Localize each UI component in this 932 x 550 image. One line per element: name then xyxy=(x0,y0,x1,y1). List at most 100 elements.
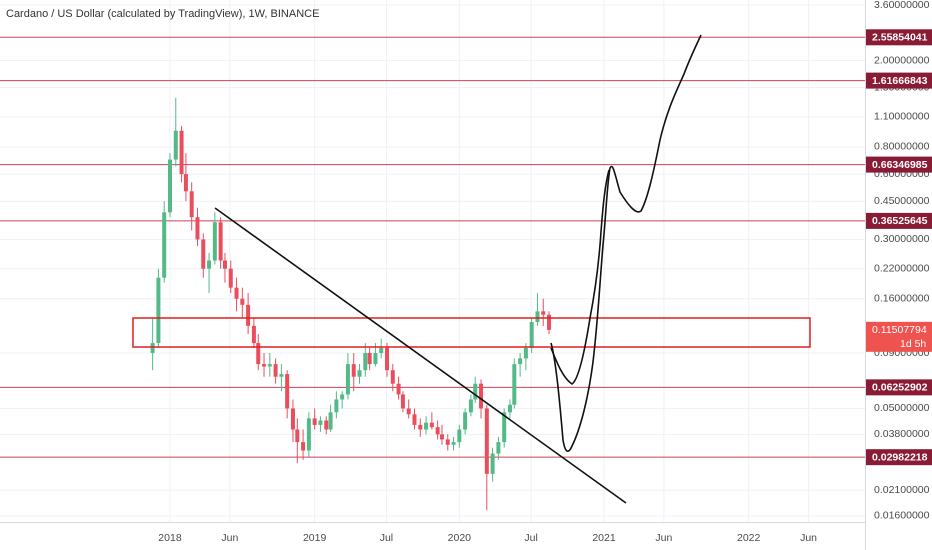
candle-body xyxy=(507,404,512,413)
price-label: 0.02982218 xyxy=(872,451,928,463)
trend-line xyxy=(214,207,627,504)
candle-body xyxy=(502,412,507,443)
x-tick-label: Jul xyxy=(380,532,393,544)
candle-body xyxy=(279,374,284,377)
candle-body xyxy=(435,427,440,435)
candle-body xyxy=(267,364,272,367)
y-tick-label: 0.45000000 xyxy=(874,195,930,207)
candle-body xyxy=(207,260,212,269)
zone-box xyxy=(132,317,811,348)
candle-body xyxy=(179,130,184,175)
candle-body xyxy=(328,412,333,430)
candle-body xyxy=(547,314,552,330)
candle-body xyxy=(234,287,239,299)
y-tick-label: 1.10000000 xyxy=(874,111,930,123)
price-label: 2.55854041 xyxy=(872,32,928,44)
y-tick-label: 2.00000000 xyxy=(874,54,930,66)
x-tick-label: Jun xyxy=(655,532,672,544)
y-tick-label: 0.05000000 xyxy=(874,402,930,414)
last-price-label: 0.11507794 xyxy=(872,324,927,336)
candle-body xyxy=(490,453,495,474)
candle-body xyxy=(468,399,473,413)
candle-body xyxy=(424,422,429,430)
candle-body xyxy=(212,222,217,261)
candle-body xyxy=(385,347,390,371)
x-tick-label: Jul xyxy=(524,532,537,544)
candle-body xyxy=(345,364,350,395)
grid xyxy=(0,0,865,522)
candle-body xyxy=(379,347,384,354)
price-label-box xyxy=(866,449,932,466)
candle-body xyxy=(334,399,339,413)
candle-body xyxy=(167,159,172,213)
candle-body xyxy=(156,277,161,344)
price-label: 1.61666843 xyxy=(872,75,928,87)
candle-body xyxy=(246,304,251,326)
axes: 3.600000002.000000001.500000001.10000000… xyxy=(158,0,932,544)
price-label: 0.66346985 xyxy=(872,159,928,171)
x-tick-label: 2020 xyxy=(448,532,472,544)
drawings xyxy=(132,34,811,504)
candle-body xyxy=(439,434,444,440)
candle-body xyxy=(523,347,528,359)
candle-body xyxy=(290,408,295,430)
candle-body xyxy=(367,353,372,365)
candle-body xyxy=(306,418,311,451)
candle-body xyxy=(529,322,534,348)
candle-body xyxy=(340,394,345,400)
candle-body xyxy=(150,343,155,354)
candle-body xyxy=(496,442,501,454)
x-tick-label: 2018 xyxy=(158,532,182,544)
y-tick-label: 3.60000000 xyxy=(874,0,930,11)
candle-body xyxy=(183,174,188,192)
price-label: 0.36525645 xyxy=(872,215,928,227)
candle-body xyxy=(473,383,478,400)
candle-body xyxy=(373,353,378,365)
candle-body xyxy=(484,408,489,474)
candle-body xyxy=(457,429,462,443)
candle-body xyxy=(412,414,417,425)
candle-body xyxy=(201,239,206,269)
candle-body xyxy=(295,429,300,443)
candle-body xyxy=(518,358,523,365)
price-label: 0.06252902 xyxy=(872,382,928,394)
x-tick-label: 2021 xyxy=(592,532,616,544)
y-tick-label: 0.80000000 xyxy=(874,141,930,153)
candle-body xyxy=(418,424,423,430)
candle-body xyxy=(228,268,233,288)
x-tick-label: Jun xyxy=(800,532,817,544)
candle-body xyxy=(251,325,256,344)
candle-body xyxy=(357,370,362,377)
price-lines xyxy=(0,36,865,458)
candle-body xyxy=(351,364,356,377)
candle-body xyxy=(285,374,290,409)
candle-body xyxy=(218,222,223,261)
candle-body xyxy=(541,311,546,315)
candle-body xyxy=(173,130,178,160)
x-tick-label: 2022 xyxy=(737,532,761,544)
y-tick-label: 0.16000000 xyxy=(874,293,930,305)
candle-body xyxy=(363,353,368,371)
time-axis xyxy=(0,522,932,550)
price-label-box xyxy=(866,379,932,396)
candle-body xyxy=(445,439,450,445)
candle-body xyxy=(312,418,317,425)
price-label-box xyxy=(866,212,932,229)
y-tick-label: 0.22000000 xyxy=(874,262,930,274)
candle-body xyxy=(222,260,227,269)
candle-body xyxy=(406,408,411,415)
x-tick-label: 2019 xyxy=(303,532,327,544)
candles xyxy=(150,97,552,511)
y-tick-label: 0.03800000 xyxy=(874,428,930,440)
candle-body xyxy=(240,298,245,305)
candle-body xyxy=(535,311,540,323)
y-tick-label: 0.01600000 xyxy=(874,510,930,522)
candle-body xyxy=(400,394,405,409)
chart-title: Cardano / US Dollar (calculated by Tradi… xyxy=(6,8,319,20)
candle-body xyxy=(318,420,323,425)
candle-body xyxy=(256,343,261,365)
candle-body xyxy=(390,370,395,384)
projection-drawing xyxy=(550,169,610,385)
candle-body xyxy=(273,364,278,377)
